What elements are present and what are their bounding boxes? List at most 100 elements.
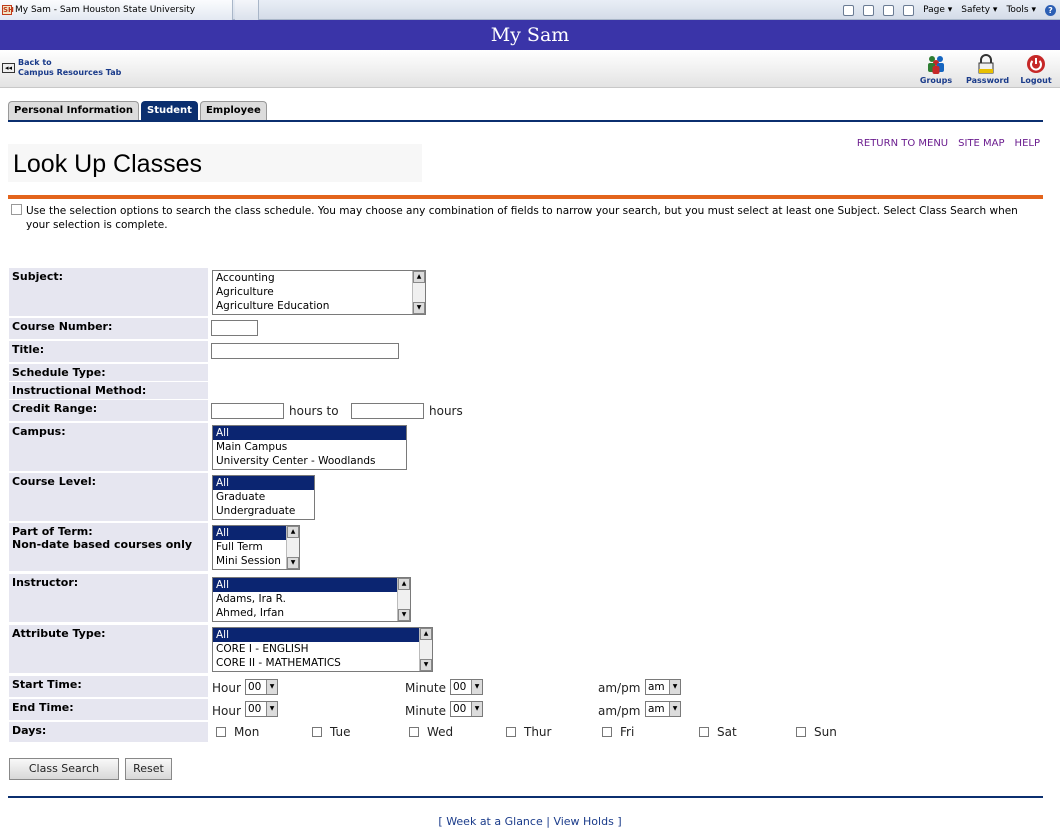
title-input[interactable] <box>211 343 399 359</box>
instructor-option[interactable]: All <box>213 578 410 592</box>
chevron-down-icon: ▼ <box>669 680 680 694</box>
end-minute-select[interactable]: 00 ▼ <box>450 701 483 717</box>
end-hour-select[interactable]: 00 ▼ <box>245 701 278 717</box>
subject-option[interactable]: Agriculture Education <box>216 300 330 312</box>
home-icon[interactable] <box>843 4 855 16</box>
start-minute-select[interactable]: 00 ▼ <box>450 679 483 695</box>
end-ampm-value: am <box>648 703 665 715</box>
instructor-option[interactable]: Adams, Ira R. <box>216 593 286 605</box>
browser-toolbar: SH My Sam - Sam Houston State University… <box>0 0 1060 20</box>
view-holds-link[interactable]: View Holds <box>553 815 614 828</box>
week-at-a-glance-link[interactable]: Week at a Glance <box>446 815 543 828</box>
return-to-menu-link[interactable]: RETURN TO MENU <box>856 138 949 149</box>
day-checkbox[interactable] <box>312 727 322 737</box>
day-checkbox[interactable] <box>409 727 419 737</box>
day-thur[interactable]: Thur <box>506 725 551 739</box>
course-level-option[interactable]: Graduate <box>216 491 266 503</box>
tab-personal-information[interactable]: Personal Information <box>8 101 139 121</box>
site-favicon-icon: SH <box>2 5 14 15</box>
attribute-type-listbox[interactable]: All CORE I - ENGLISH CORE II - MATHEMATI… <box>212 627 433 672</box>
site-header: My Sam <box>0 20 1060 50</box>
attribute-option[interactable]: All <box>213 628 432 642</box>
day-checkbox[interactable] <box>796 727 806 737</box>
page-menu[interactable]: Page ▾ <box>923 5 953 15</box>
day-fri[interactable]: Fri <box>602 725 634 739</box>
course-level-option[interactable]: Undergraduate <box>216 505 296 517</box>
end-ampm-select[interactable]: am ▼ <box>645 701 681 717</box>
start-ampm-select[interactable]: am ▼ <box>645 679 681 695</box>
end-ampm-label: am/pm <box>598 704 641 718</box>
browser-tab[interactable]: SH My Sam - Sam Houston State University <box>0 0 233 20</box>
part-of-term-option[interactable]: Mini Session <box>216 555 281 567</box>
class-search-button[interactable]: Class Search <box>9 758 119 780</box>
credit-max-input[interactable] <box>351 403 424 419</box>
new-tab-button[interactable] <box>235 0 259 20</box>
attribute-type-label: Attribute Type: <box>9 625 208 673</box>
tab-student[interactable]: Student <box>141 101 198 121</box>
part-of-term-option[interactable]: All <box>213 526 299 540</box>
credit-range-label: Credit Range: <box>9 400 208 421</box>
day-label: Tue <box>330 725 351 739</box>
feeds-icon[interactable] <box>863 4 875 16</box>
tools-menu[interactable]: Tools ▾ <box>1006 5 1036 15</box>
groups-button[interactable]: Groups <box>916 53 956 85</box>
footer-links: [ Week at a Glance | View Holds ] <box>0 815 1060 828</box>
help-link[interactable]: HELP <box>1014 138 1040 149</box>
credit-min-input[interactable] <box>211 403 284 419</box>
browser-command-bar: Page ▾ Safety ▾ Tools ▾ ? <box>843 0 1056 20</box>
campus-option[interactable]: All <box>213 426 406 440</box>
logout-button[interactable]: Logout <box>1016 53 1056 85</box>
instructor-listbox[interactable]: All Adams, Ira R. Ahmed, Irfan ▲ ▼ <box>212 577 411 622</box>
course-number-input[interactable] <box>211 320 258 336</box>
groups-label: Groups <box>919 76 953 85</box>
tab-employee[interactable]: Employee <box>199 101 267 121</box>
day-wed[interactable]: Wed <box>409 725 453 739</box>
day-checkbox[interactable] <box>602 727 612 737</box>
day-tue[interactable]: Tue <box>312 725 351 739</box>
print-icon[interactable] <box>903 4 915 16</box>
instructor-option[interactable]: Ahmed, Irfan <box>216 607 285 619</box>
day-label: Sat <box>717 725 737 739</box>
day-sun[interactable]: Sun <box>796 725 837 739</box>
attribute-option[interactable]: CORE II - MATHEMATICS <box>216 657 341 669</box>
mail-icon[interactable] <box>883 4 895 16</box>
subject-option[interactable]: Agriculture <box>216 286 274 298</box>
day-checkbox[interactable] <box>216 727 226 737</box>
subject-scrollbar[interactable]: ▲ ▼ <box>412 271 425 314</box>
start-hour-select[interactable]: 00 ▼ <box>245 679 278 695</box>
day-checkbox[interactable] <box>506 727 516 737</box>
site-map-link[interactable]: SITE MAP <box>958 138 1005 149</box>
course-level-option[interactable]: All <box>213 476 314 490</box>
password-button[interactable]: Password <box>966 53 1010 85</box>
day-label: Thur <box>524 725 552 739</box>
instructor-scrollbar[interactable]: ▲ ▼ <box>397 578 410 621</box>
day-checkbox[interactable] <box>699 727 709 737</box>
credit-hours-to-label: hours to <box>289 404 339 418</box>
safety-menu[interactable]: Safety ▾ <box>961 5 998 15</box>
back-arrow-icon: ◂◂ <box>2 63 15 73</box>
part-of-term-option[interactable]: Full Term <box>216 541 263 553</box>
day-sat[interactable]: Sat <box>699 725 737 739</box>
subject-option[interactable]: Accounting <box>216 272 275 284</box>
title-label: Title: <box>9 341 208 362</box>
back-link[interactable]: ◂◂ Back to Campus Resources Tab <box>2 58 121 78</box>
day-mon[interactable]: Mon <box>216 725 259 739</box>
attribute-scrollbar[interactable]: ▲ ▼ <box>419 628 432 671</box>
part-of-term-label: Part of Term: Non-date based courses onl… <box>9 523 208 571</box>
reset-button[interactable]: Reset <box>125 758 172 780</box>
campus-listbox[interactable]: All Main Campus University Center - Wood… <box>212 425 407 470</box>
campus-option[interactable]: Main Campus <box>216 441 288 453</box>
part-of-term-listbox[interactable]: All Full Term Mini Session ▲ ▼ <box>212 525 300 570</box>
help-icon[interactable]: ? <box>1045 4 1056 16</box>
part-of-term-scrollbar[interactable]: ▲ ▼ <box>286 526 299 569</box>
start-hour-label: Hour <box>212 681 241 695</box>
footer-separator: | <box>546 815 550 828</box>
logout-icon <box>1025 53 1047 75</box>
course-level-listbox[interactable]: All Graduate Undergraduate <box>212 475 315 520</box>
password-icon <box>975 53 997 75</box>
campus-option[interactable]: University Center - Woodlands <box>216 455 376 467</box>
password-label: Password <box>966 76 1010 85</box>
part-of-term-label-line2: Non-date based courses only <box>12 538 193 551</box>
attribute-option[interactable]: CORE I - ENGLISH <box>216 643 309 655</box>
subject-listbox[interactable]: Accounting Agriculture Agriculture Educa… <box>212 270 426 315</box>
